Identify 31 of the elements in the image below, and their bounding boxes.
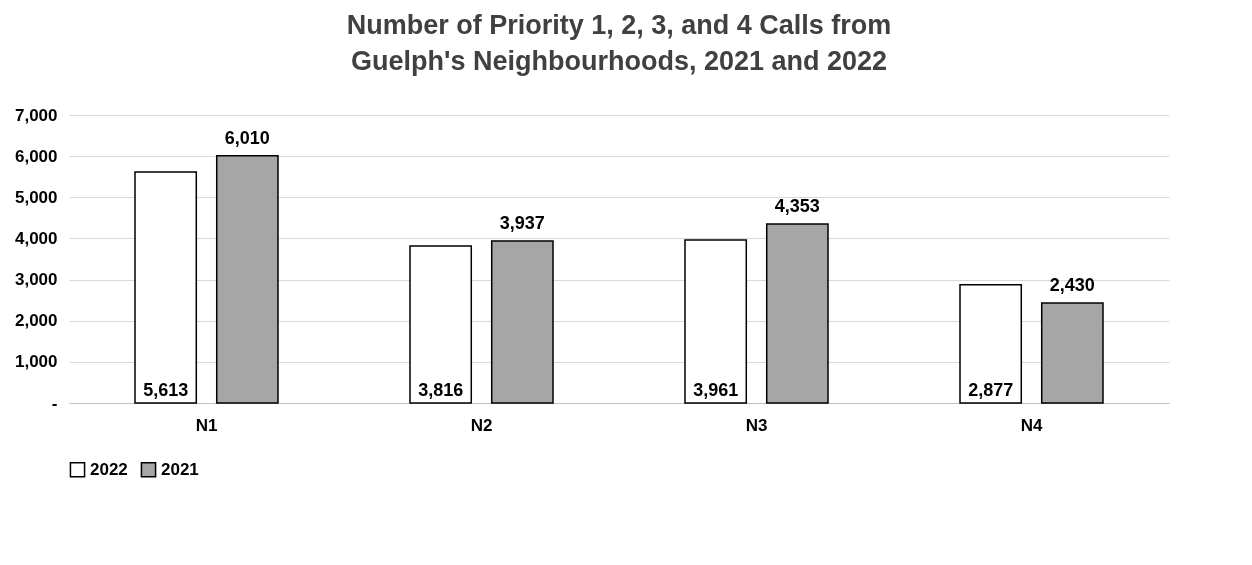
x-tick-label: N2 (470, 415, 493, 435)
data-label: 3,816 (418, 380, 464, 400)
bar (490, 240, 554, 404)
y-tick-label: 4,000 (14, 228, 58, 248)
y-tick-label: 2,000 (14, 311, 58, 331)
data-label: 4,353 (774, 195, 820, 216)
bar (409, 245, 473, 404)
y-tick-label: 3,000 (14, 270, 58, 290)
y-tick-label: 5,000 (14, 187, 58, 207)
data-label: 2,430 (1049, 275, 1095, 296)
bar (959, 283, 1023, 404)
data-label: 5,613 (143, 380, 189, 400)
bar (1040, 302, 1104, 404)
y-tick-label: 1,000 (14, 352, 58, 372)
x-tick-label: N3 (745, 415, 768, 435)
data-label: 3,937 (499, 213, 545, 234)
y-tick-label: - (51, 393, 58, 413)
y-tick-label: 6,000 (14, 146, 58, 166)
legend-label: 2021 (161, 459, 199, 479)
data-label: 2,877 (968, 380, 1014, 400)
chart-title: Number of Priority 1, 2, 3, and 4 Calls from Guelph's Neighbourhoods, 2021 and 2022 (346, 10, 892, 76)
bar (215, 154, 279, 404)
x-tick-label: N4 (1020, 415, 1043, 435)
data-label: 6,010 (224, 127, 270, 148)
bar (765, 223, 829, 404)
y-tick-label: 7,000 (14, 105, 58, 125)
data-label: 3,961 (693, 380, 739, 400)
x-tick-label: N1 (195, 415, 218, 435)
bar (134, 171, 198, 404)
legend-label: 2022 (90, 459, 128, 479)
bar (684, 239, 748, 404)
